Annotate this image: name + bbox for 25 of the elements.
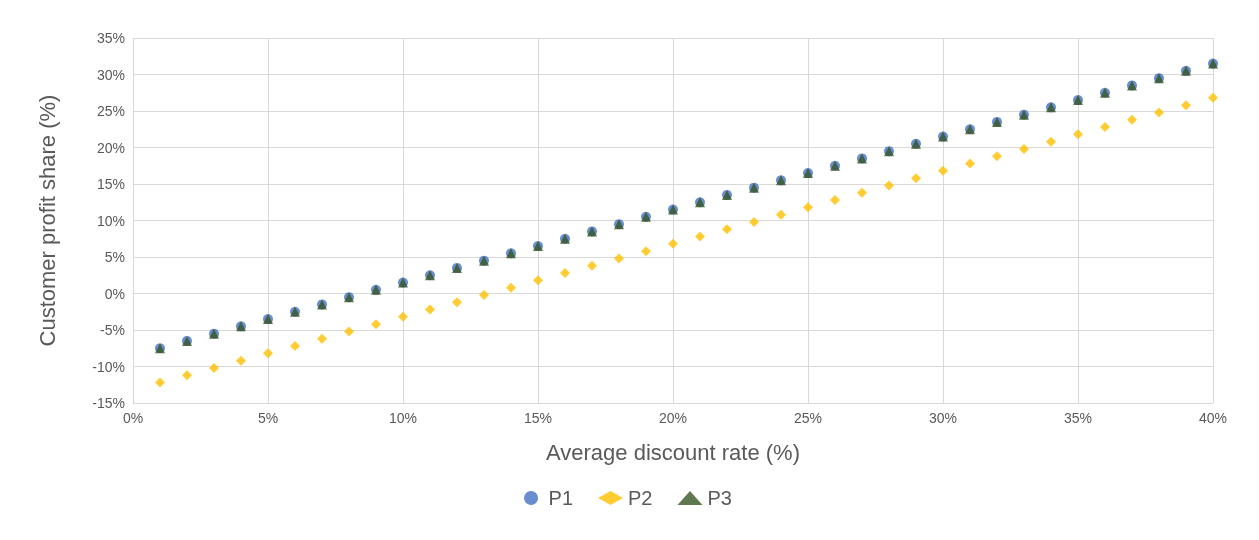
y-tick-label: 30% <box>96 66 125 83</box>
y-tick-label: 0% <box>104 285 125 302</box>
y-tick-label: 5% <box>104 249 125 265</box>
x-axis-title: Average discount rate (%) <box>546 439 800 465</box>
legend-label: P3 <box>707 487 732 509</box>
y-tick-label: 20% <box>96 139 125 156</box>
y-tick-label: 35% <box>96 30 125 46</box>
x-tick-label: 35% <box>1063 410 1093 426</box>
x-tick-label: 10% <box>388 410 418 426</box>
x-tick-label: 20% <box>658 410 688 426</box>
y-tick-label: 25% <box>96 103 125 119</box>
y-tick-label: -15% <box>92 395 125 411</box>
y-axis-title: Customer profit share (%) <box>34 94 60 347</box>
y-tick-label: 15% <box>96 176 125 192</box>
y-tick-label: -5% <box>100 322 125 338</box>
x-tick-label: 40% <box>1198 410 1228 426</box>
y-tick-label: -10% <box>92 358 125 375</box>
y-tick-label: 10% <box>96 212 125 229</box>
x-tick-label: 30% <box>928 410 958 426</box>
x-tick-label: 0% <box>122 410 144 426</box>
x-tick-label: 15% <box>523 410 553 426</box>
legend-label: P1 <box>548 487 574 509</box>
legend-label: P2 <box>628 487 653 509</box>
x-tick-label: 25% <box>793 410 823 426</box>
x-tick-label: 5% <box>257 410 279 426</box>
